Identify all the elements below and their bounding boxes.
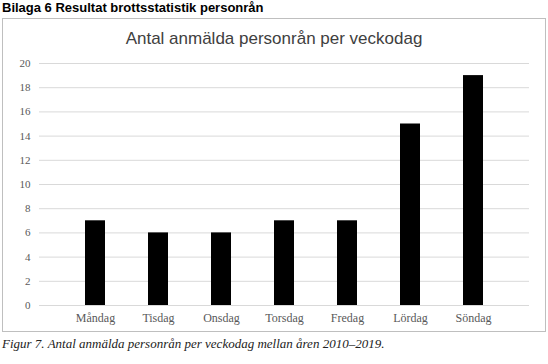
svg-text:Tisdag: Tisdag (142, 311, 174, 325)
svg-text:8: 8 (25, 202, 31, 214)
svg-text:20: 20 (20, 57, 32, 69)
svg-text:18: 18 (20, 81, 32, 93)
svg-text:0: 0 (25, 299, 31, 311)
html-text:Antal anmälda personrån per ve: Antal anmälda personrån per veckodag (125, 29, 423, 48)
html-text:Figur 7. Antal anmälda personr: Figur 7. Antal anmälda personrån per vec… (2, 336, 385, 351)
svg-text:4: 4 (25, 251, 31, 263)
svg-text:6: 6 (25, 226, 31, 238)
svg-text:Måndag: Måndag (76, 311, 115, 325)
svg-text:Fredag: Fredag (331, 311, 364, 325)
svg-text:12: 12 (20, 154, 31, 166)
svg-text:10: 10 (20, 178, 32, 190)
svg-text:14: 14 (20, 130, 32, 142)
svg-text:2: 2 (25, 275, 31, 287)
svg-text:Söndag: Söndag (456, 311, 492, 325)
svg-text:Onsdag: Onsdag (203, 311, 240, 325)
svg-text:Torsdag: Torsdag (265, 311, 303, 325)
html-text:Bilaga 6 Resultat brottsstatis: Bilaga 6 Resultat brottsstatistik person… (2, 0, 264, 15)
svg-text:Lördag: Lördag (393, 311, 428, 325)
svg-text:16: 16 (20, 105, 32, 117)
